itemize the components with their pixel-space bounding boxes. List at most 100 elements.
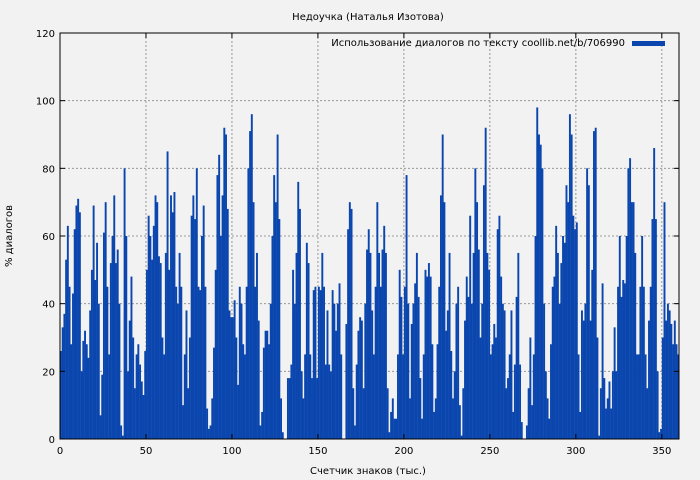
bar [546, 398, 549, 439]
bar [477, 249, 480, 439]
bar [340, 354, 343, 439]
bar [209, 425, 212, 439]
bar [441, 134, 444, 439]
bar [403, 286, 406, 439]
bar [379, 286, 382, 439]
bar [96, 242, 99, 439]
bar [243, 354, 246, 439]
bar [171, 212, 174, 439]
bar [458, 405, 461, 439]
bar [152, 225, 155, 439]
bar [596, 337, 599, 439]
bar [60, 351, 62, 439]
bar [335, 330, 338, 439]
bar [82, 340, 85, 439]
bar [92, 205, 95, 439]
bar [156, 202, 159, 439]
bar [202, 205, 205, 439]
bar [644, 354, 647, 439]
bar [154, 195, 157, 439]
bar [366, 249, 368, 439]
bar [111, 236, 114, 439]
bar [142, 395, 145, 439]
bar [314, 286, 317, 439]
bar [598, 435, 601, 439]
bar [531, 405, 534, 439]
bar [338, 283, 341, 439]
bar [247, 168, 250, 440]
x-tick-label: 0 [57, 446, 63, 457]
bar [577, 354, 580, 439]
bar [304, 354, 307, 439]
bar [539, 144, 542, 439]
bar [257, 320, 260, 439]
bar [199, 290, 202, 439]
bar [629, 158, 632, 439]
legend: Использование диалогов по тексту coollib… [331, 38, 665, 49]
bar [395, 418, 398, 439]
bar [560, 263, 563, 439]
bar [125, 236, 128, 439]
x-tick-label: 350 [652, 446, 671, 457]
bar [606, 398, 609, 439]
bar [164, 252, 167, 439]
bar [85, 344, 88, 439]
bar [372, 354, 375, 439]
bar [637, 354, 640, 439]
bar [321, 252, 324, 439]
bar [214, 269, 217, 439]
bar [517, 252, 520, 439]
bar [61, 327, 64, 439]
bar [178, 252, 181, 439]
bar [97, 303, 100, 439]
bar [622, 279, 625, 439]
bar [230, 317, 233, 439]
bar [333, 303, 336, 439]
bar [605, 408, 607, 439]
x-tick-label: 250 [480, 446, 499, 457]
bar [601, 283, 604, 439]
bar [482, 185, 485, 439]
bar [175, 286, 178, 439]
bar [238, 286, 241, 439]
x-tick-label: 100 [222, 446, 241, 457]
bar [173, 192, 176, 439]
bar [575, 222, 578, 439]
bar [453, 371, 456, 439]
bar [63, 313, 66, 439]
bar [553, 276, 556, 439]
bar [118, 303, 121, 439]
bar [677, 354, 680, 439]
bar [274, 202, 277, 439]
bar [627, 168, 630, 440]
bar [192, 195, 195, 439]
bar [568, 114, 571, 439]
bar [615, 371, 618, 439]
bar [476, 202, 479, 439]
bar [371, 310, 374, 439]
bar [427, 263, 430, 439]
x-tick-label: 150 [308, 446, 327, 457]
bar [538, 134, 540, 439]
y-tick-label: 20 [42, 367, 55, 378]
bar [603, 378, 606, 439]
bar [240, 303, 243, 439]
bar [211, 398, 214, 439]
bar [231, 317, 234, 439]
bar [481, 303, 484, 439]
bar [182, 405, 184, 439]
bar [278, 219, 281, 439]
bar [362, 388, 365, 439]
bar [636, 354, 638, 439]
bar [355, 364, 358, 439]
bar [505, 388, 508, 439]
bar [324, 364, 327, 439]
bar [127, 371, 129, 439]
bar [422, 354, 425, 439]
bar [130, 276, 133, 439]
bar [567, 202, 570, 439]
bar [515, 296, 518, 439]
bar [620, 296, 623, 439]
bar [495, 337, 497, 439]
